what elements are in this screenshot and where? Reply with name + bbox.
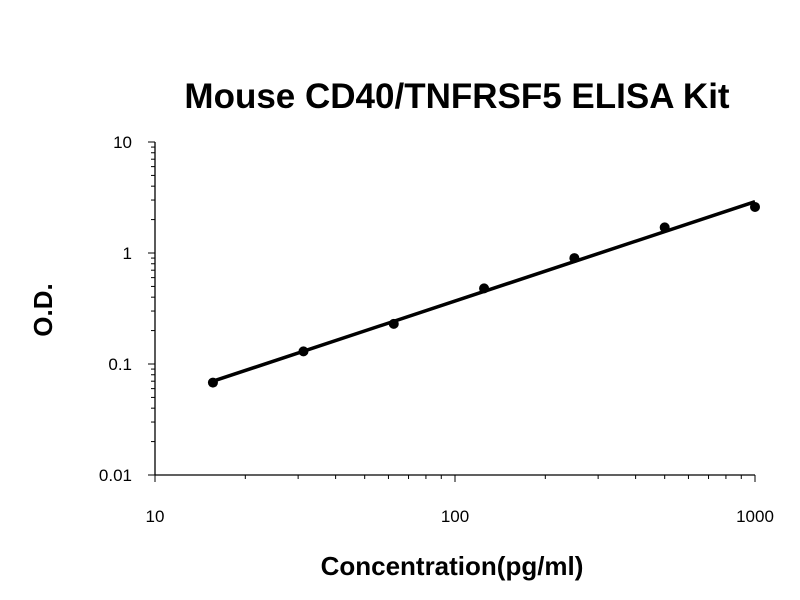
data-points [207, 201, 760, 388]
y-axis-label: O.D. [28, 283, 58, 336]
chart-title: Mouse CD40/TNFRSF5 ELISA Kit [184, 77, 729, 116]
data-point [750, 201, 760, 212]
tick-labels: 10 100 1000 10 1 0.1 0.01 [99, 133, 774, 526]
data-point [207, 377, 218, 388]
data-point [298, 346, 309, 357]
data-point [569, 253, 580, 264]
y-tick-label: 1 [123, 244, 132, 263]
x-tick-label: 1000 [736, 507, 774, 526]
y-tick-label: 10 [113, 133, 132, 152]
axes [154, 142, 755, 476]
data-point [479, 283, 490, 294]
data-point [388, 318, 399, 329]
x-axis-label: Concentration(pg/ml) [321, 551, 584, 581]
data-point [659, 222, 670, 233]
y-tick-label: 0.1 [108, 355, 132, 374]
y-tick-label: 0.01 [99, 466, 132, 485]
x-tick-label: 100 [441, 507, 469, 526]
axis-ticks [148, 141, 756, 482]
x-tick-label: 10 [146, 507, 165, 526]
